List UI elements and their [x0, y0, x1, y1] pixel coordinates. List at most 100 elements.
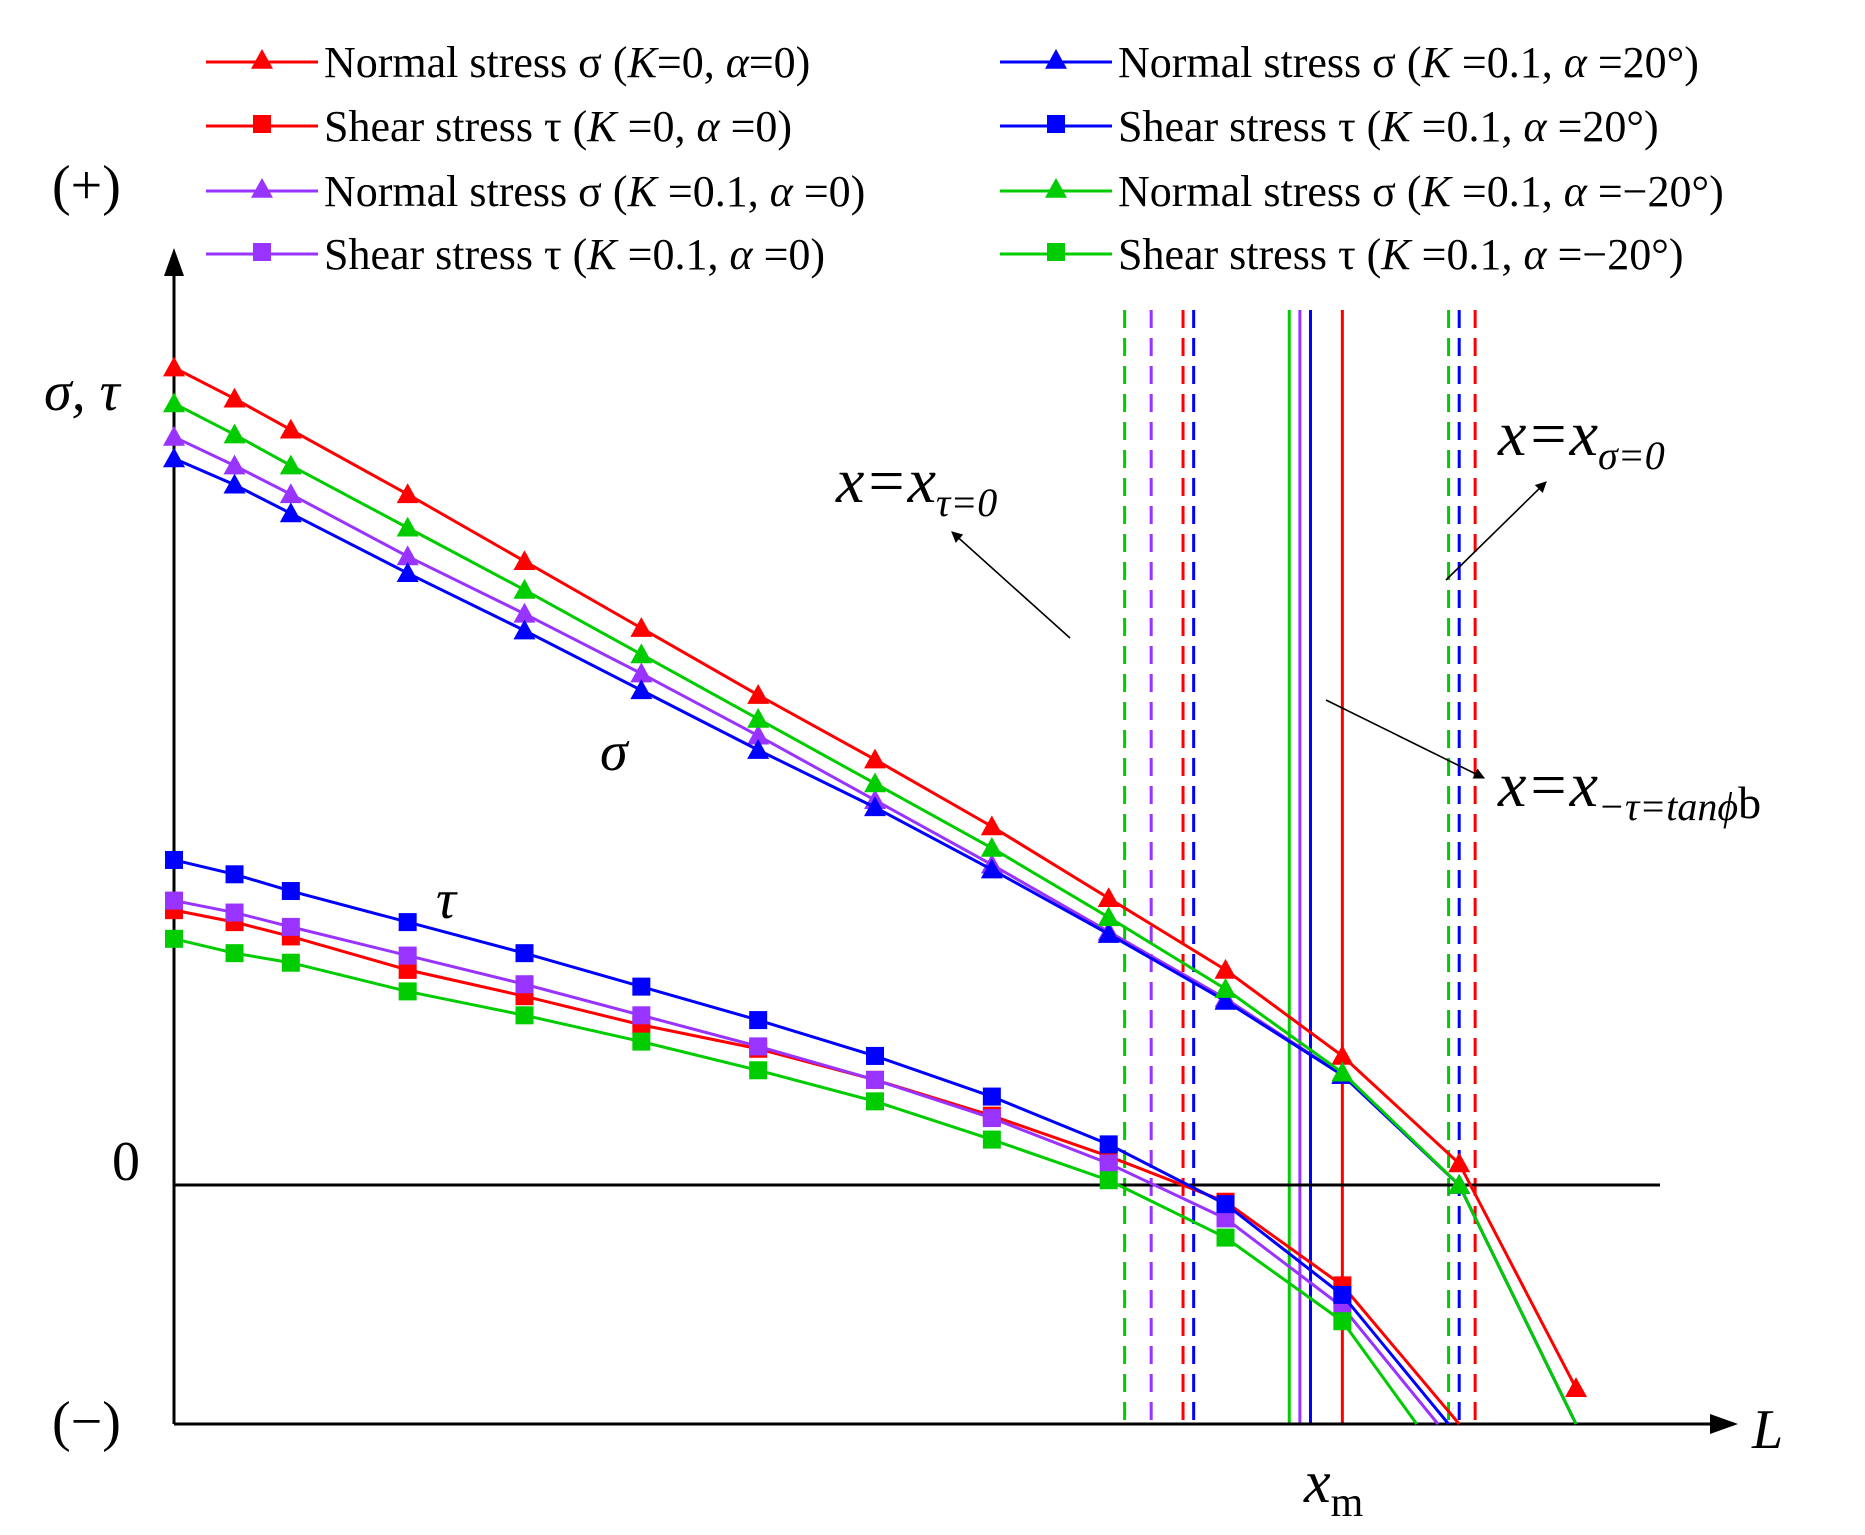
legend-label: Normal stress σ (K=0, α=0): [324, 38, 810, 87]
data-point: [1565, 1377, 1588, 1397]
data-point: [163, 356, 185, 377]
data-point: [281, 953, 300, 972]
data-point: [864, 748, 887, 769]
data-point: [749, 1011, 768, 1030]
data-point: [1099, 1171, 1118, 1190]
data-point: [866, 1046, 885, 1065]
data-point: [980, 837, 1003, 857]
annotation-tau0-arrow: [951, 531, 1071, 639]
legend-label: Normal stress σ (K =0.1, α =20°): [1118, 38, 1699, 87]
legend-label: Normal stress σ (K =0.1, α =0): [324, 167, 865, 216]
data-point: [163, 425, 185, 446]
data-point: [864, 796, 887, 817]
y-axis-label: σ, τ: [44, 361, 122, 423]
annotation-sigma0: x=xσ=0: [1445, 398, 1665, 581]
legend-label: Shear stress τ (K =0.1, α =0): [324, 230, 825, 279]
series-7: [165, 929, 1418, 1425]
data-point: [982, 1130, 1001, 1149]
data-point: [165, 850, 183, 869]
data-point: [1099, 1154, 1118, 1173]
data-point: [398, 913, 417, 932]
legend-marker: [1045, 49, 1067, 69]
annotation-tau0-sub: τ=0: [936, 480, 997, 525]
data-point: [223, 387, 246, 408]
data-point: [1333, 1312, 1352, 1331]
data-point: [749, 1061, 768, 1080]
data-point: [225, 944, 244, 963]
data-point: [515, 975, 534, 994]
data-point: [1097, 906, 1120, 927]
legend-item: Normal stress σ (K =0.1, α =−20°): [1000, 167, 1724, 216]
data-point: [866, 1092, 885, 1111]
y-zero-label: 0: [112, 1131, 140, 1193]
data-point: [281, 882, 300, 901]
legend-item: Normal stress σ (K=0, α=0): [206, 38, 810, 87]
legend-marker: [1045, 178, 1067, 198]
data-point: [1214, 978, 1237, 998]
y-top-label: (+): [52, 155, 121, 217]
svg-text:x=xτ=0: x=xτ=0: [835, 445, 997, 525]
data-point: [632, 977, 651, 996]
annotation-tanphi: x=x−τ=tanϕb: [1325, 699, 1761, 829]
data-point: [396, 516, 419, 537]
data-point: [632, 1006, 651, 1025]
data-point: [1333, 1285, 1352, 1304]
data-point: [225, 903, 244, 922]
data-point: [632, 1032, 651, 1051]
series-6: [163, 392, 1578, 1425]
y-bottom-label: (−): [52, 1391, 121, 1453]
data-point: [513, 550, 536, 571]
data-point: [396, 562, 419, 582]
series-0: [163, 356, 1588, 1397]
annotation-tanphi-arrow: [1325, 699, 1486, 779]
data-point: [515, 1006, 534, 1025]
data-point: [747, 739, 770, 759]
legend-item: Shear stress τ (K =0.1, α =−20°): [1000, 230, 1683, 279]
annotation-tanphi-sub2: b: [1738, 777, 1761, 828]
legend: Normal stress σ (K=0, α=0) Shear stress τ…: [206, 38, 1724, 279]
svg-text:x=x−τ=tanϕb: x=x−τ=tanϕb: [1497, 749, 1761, 829]
y-axis-arrow: [164, 248, 184, 276]
data-point: [1448, 1174, 1471, 1194]
data-point: [513, 619, 536, 640]
data-point: [165, 929, 183, 948]
series-line: [173, 435, 1578, 1425]
series-layer: [163, 356, 1588, 1425]
data-point: [279, 502, 302, 523]
data-point: [163, 392, 185, 413]
legend-item: Normal stress σ (K =0.1, α =20°): [1000, 38, 1699, 87]
data-point: [1331, 1061, 1354, 1082]
data-point: [1214, 989, 1237, 1010]
data-point: [1331, 1044, 1354, 1065]
data-point: [982, 1087, 1001, 1106]
data-point: [396, 545, 419, 566]
series-line: [173, 366, 1578, 1389]
data-point: [980, 815, 1003, 836]
data-point: [398, 982, 417, 1001]
series-line: [173, 457, 1578, 1425]
annotation-tau0-main: x=x: [835, 445, 936, 516]
series-line: [173, 908, 1461, 1425]
legend-label: Shear stress τ (K =0, α =0): [324, 102, 792, 151]
data-point: [223, 473, 246, 494]
data-point: [279, 454, 302, 475]
series-4: [163, 447, 1578, 1425]
series-5: [165, 850, 1450, 1425]
data-point: [163, 447, 185, 468]
data-point: [279, 418, 302, 439]
tau-curve-label: τ: [436, 869, 458, 931]
data-point: [980, 858, 1003, 879]
data-point: [515, 944, 534, 963]
legend-item: Normal stress σ (K =0.1, α =0): [206, 167, 865, 216]
data-point: [1097, 923, 1120, 943]
legend-marker: [1047, 115, 1065, 133]
series-2: [163, 425, 1578, 1425]
data-point: [630, 643, 653, 664]
x-axis-arrow: [1710, 1414, 1738, 1434]
data-point: [864, 772, 887, 793]
legend-marker: [253, 243, 271, 261]
svg-text:x=xσ=0: x=xσ=0: [1497, 398, 1665, 478]
legend-item: Shear stress τ (K =0, α =0): [206, 102, 792, 151]
annotation-tanphi-main: x=x: [1497, 749, 1598, 820]
legend-marker: [251, 178, 273, 198]
